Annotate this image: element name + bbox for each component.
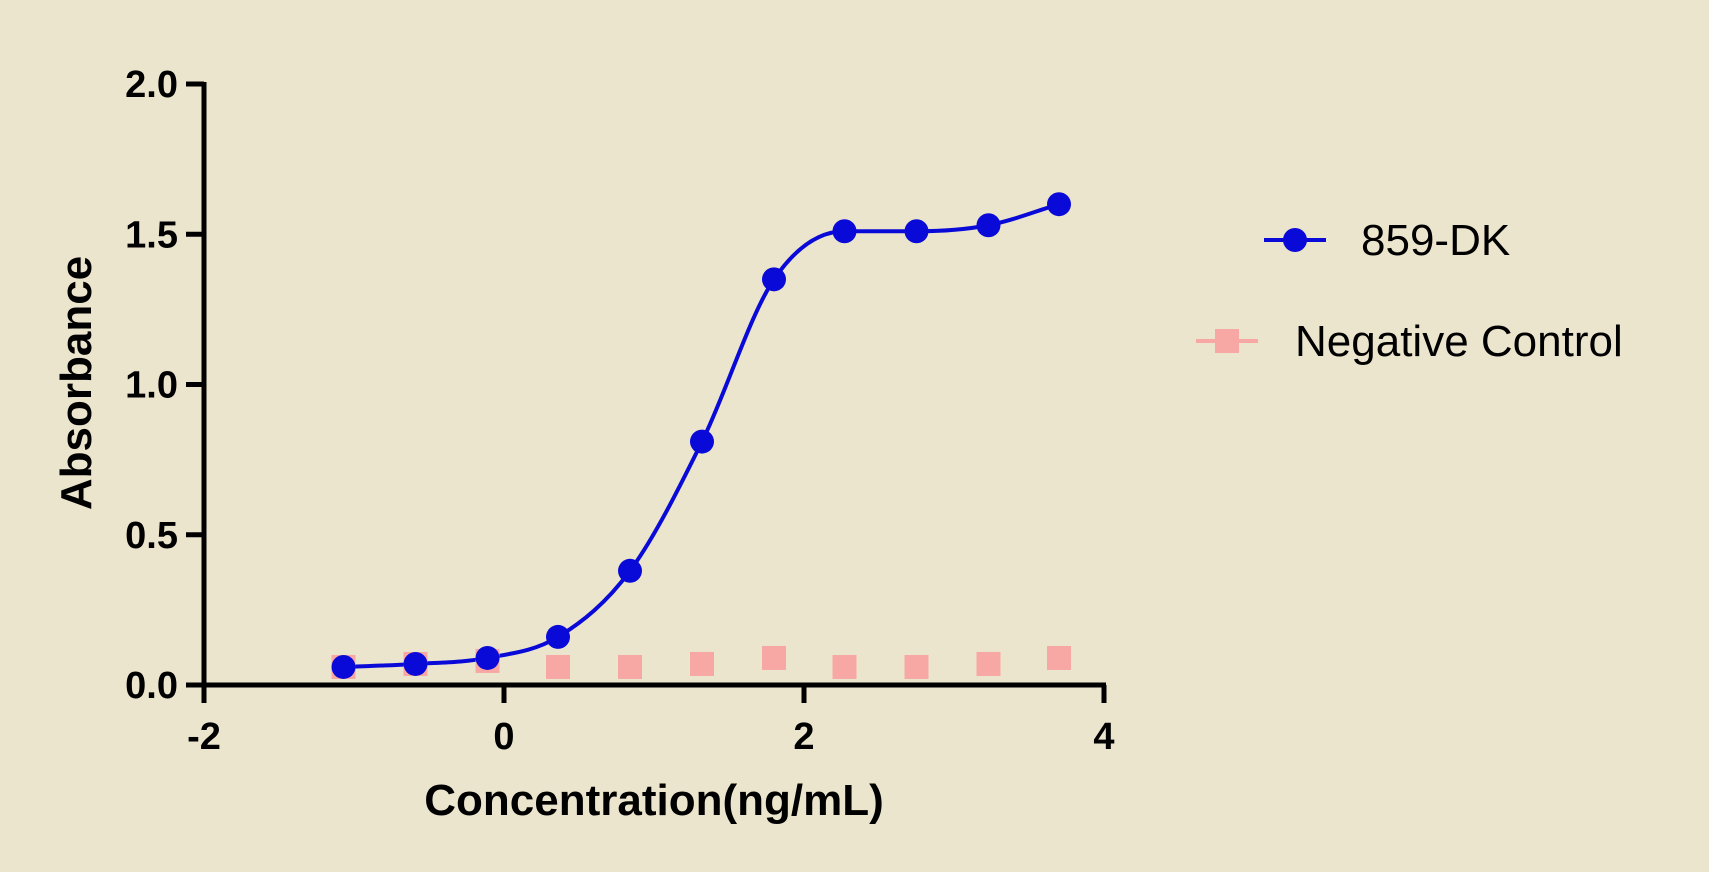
data-point-square <box>1047 645 1071 670</box>
y-axis-title: Absorbance <box>52 256 101 510</box>
x-axis-title: Concentration(ng/mL) <box>424 776 884 825</box>
legend: 859-DK Negative Control <box>1196 216 1623 366</box>
legend-marker-circle <box>1283 228 1307 252</box>
y-tick-label: 0.0 <box>125 665 178 707</box>
legend-label-series-1: Negative Control <box>1295 317 1623 366</box>
data-point-square <box>904 654 929 679</box>
data-point-circle <box>546 624 570 649</box>
data-point-circle <box>690 429 714 454</box>
data-point-circle <box>331 654 356 679</box>
data-point-circle <box>403 651 428 676</box>
data-point-circle <box>475 645 500 670</box>
x-tick-label: 4 <box>1093 716 1114 758</box>
data-point-circle <box>618 558 642 583</box>
data-point-circle <box>904 219 929 244</box>
x-tick-label: 2 <box>793 716 814 758</box>
data-point-circle <box>976 213 1001 238</box>
y-tick-label: 2.0 <box>125 64 178 106</box>
data-point-circle <box>832 219 857 244</box>
legend-label-series-0: 859-DK <box>1361 216 1510 265</box>
y-tick-label: 1.5 <box>125 214 178 256</box>
y-tick-label: 0.5 <box>125 515 178 557</box>
x-tick-label: 0 <box>493 716 514 758</box>
data-point-square <box>546 654 570 679</box>
legend-marker-square <box>1215 329 1239 353</box>
data-point-square <box>690 651 714 676</box>
data-point-square <box>618 654 642 679</box>
data-point-circle <box>762 267 786 292</box>
data-point-square <box>976 651 1001 676</box>
x-tick-label: -2 <box>187 716 221 758</box>
data-point-square <box>832 654 857 679</box>
y-tick-label: 1.0 <box>125 365 178 407</box>
axes <box>201 82 1106 688</box>
data-point-square <box>762 645 786 670</box>
data-point-circle <box>1047 192 1071 217</box>
data-points <box>331 192 1071 679</box>
ticks: 0.0 0.5 1.0 1.5 2.0 -2 0 2 4 <box>125 64 1114 758</box>
